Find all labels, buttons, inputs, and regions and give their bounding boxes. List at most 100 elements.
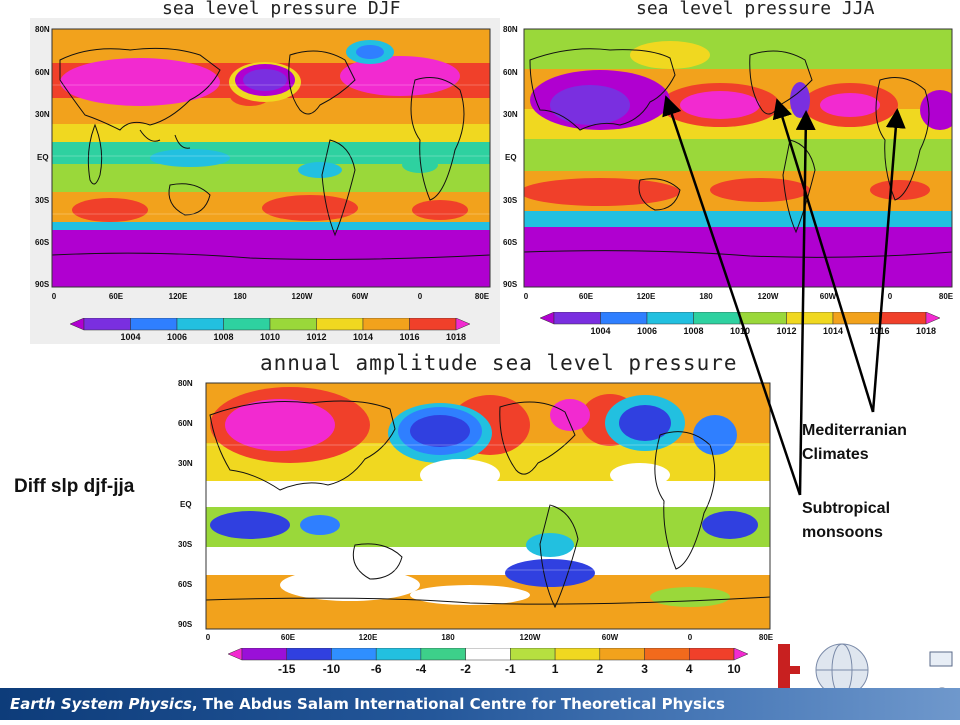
annual-map-panel: annual amplitude sea level pressure <box>170 345 790 685</box>
annual-lat-80n: 80N <box>178 379 193 388</box>
annual-lon-0: 0 <box>205 633 211 642</box>
colorbar-swatch <box>879 312 927 325</box>
colorbar-swatch <box>554 648 601 661</box>
colorbar-tick-label: -4 <box>416 662 427 676</box>
colorbar-swatch <box>599 648 645 661</box>
colorbar-swatch <box>286 648 332 661</box>
colorbar-swatch <box>420 648 466 661</box>
colorbar-tick-label: 1004 <box>120 332 140 342</box>
colorbar-tick-label: 1014 <box>353 332 373 342</box>
footer-text: Earth System Physics, The Abdus Salam In… <box>10 695 725 713</box>
subtropical-label-line2: monsoons <box>802 524 883 541</box>
jja-lon-80e: 80E <box>938 292 954 301</box>
colorbar-swatch <box>362 318 410 331</box>
jja-lon-0b: 0 <box>887 292 893 301</box>
djf-lat-90s: 90S <box>35 280 50 289</box>
djf-lon-0b: 0 <box>417 292 423 301</box>
colorbar-tick-label: 1012 <box>306 332 326 342</box>
jja-lat-80n: 80N <box>503 25 518 34</box>
jja-lon-120e: 120E <box>636 292 656 301</box>
colorbar-swatch <box>241 648 287 661</box>
colorbar-tick-label: 1004 <box>590 326 610 336</box>
djf-lat-60s: 60S <box>35 238 50 247</box>
colorbar-swatch <box>409 318 457 331</box>
colorbar-tick-label: 1010 <box>730 326 750 336</box>
djf-lon-60e: 60E <box>108 292 124 301</box>
jja-map-panel: sea level pressure JJA <box>500 0 960 345</box>
jja-pressure-colorbar: 100410061008101010121014101610181020 <box>540 312 940 336</box>
colorbar-swatch <box>510 648 556 661</box>
annual-lon-60e: 60E <box>280 633 296 642</box>
djf-map <box>30 18 500 344</box>
colorbar-swatch <box>316 318 364 331</box>
colorbar-tick-label: 4 <box>686 662 693 676</box>
annual-lon-120e: 120E <box>358 633 378 642</box>
colorbar-swatch <box>375 648 422 661</box>
amplitude-colorbar: -15-10-6-4-2-112341015 <box>228 648 748 676</box>
colorbar-swatch <box>176 318 224 331</box>
jja-lon-120w: 120W <box>757 292 779 301</box>
colorbar-tick-label: 1 <box>552 662 559 676</box>
colorbar-tick-label: 1018 <box>916 326 936 336</box>
djf-lon-0: 0 <box>51 292 57 301</box>
colorbar-tick-label: 1016 <box>869 326 889 336</box>
colorbar-swatch <box>83 318 131 331</box>
colorbar-swatch <box>739 312 787 325</box>
jja-lon-0: 0 <box>523 292 529 301</box>
colorbar-swatch <box>689 648 735 661</box>
colorbar-tick-label: 1016 <box>399 332 419 342</box>
colorbar-swatch <box>832 312 880 325</box>
colorbar-tick-label: 1012 <box>776 326 796 336</box>
djf-map-panel: sea level pressure DJF <box>0 0 500 345</box>
jja-lat-30n: 30N <box>503 110 518 119</box>
djf-lat-30s: 30S <box>35 196 50 205</box>
colorbar-tick-label: 1010 <box>260 332 280 342</box>
colorbar-right-arrow <box>925 312 940 325</box>
colorbar-swatch <box>644 648 690 661</box>
colorbar-tick-label: 1014 <box>823 326 843 336</box>
colorbar-tick-label: 2 <box>596 662 603 676</box>
colorbar-right-arrow <box>455 318 470 331</box>
annual-lat-60s: 60S <box>178 580 193 589</box>
colorbar-left-arrow <box>70 318 85 331</box>
mediterranean-label-line2: Climates <box>802 446 869 463</box>
colorbar-left-arrow <box>540 312 555 325</box>
colorbar-tick-label: 3 <box>641 662 648 676</box>
footer-bar: Earth System Physics, The Abdus Salam In… <box>0 688 960 720</box>
colorbar-tick-label: 1018 <box>446 332 466 342</box>
jja-lat-90s: 90S <box>503 280 518 289</box>
annual-lat-30n: 30N <box>178 459 193 468</box>
footer-italic: Earth System Physics <box>10 695 192 713</box>
colorbar-swatch <box>223 318 271 331</box>
annual-lon-180: 180 <box>441 633 455 642</box>
djf-lon-60w: 60W <box>351 292 369 301</box>
mediterranean-label-line1: Mediterranian <box>802 422 907 439</box>
colorbar-swatch <box>553 312 601 325</box>
jja-lat-60n: 60N <box>503 68 518 77</box>
djf-lon-120w: 120W <box>291 292 313 301</box>
annual-lon-0b: 0 <box>687 633 693 642</box>
colorbar-swatch <box>130 318 178 331</box>
djf-pressure-colorbar: 100410061008101010121014101610181020 <box>70 318 470 342</box>
colorbar-tick-label: -2 <box>460 662 471 676</box>
djf-lat-60n: 60N <box>35 68 50 77</box>
colorbar-swatch <box>600 312 648 325</box>
djf-lon-180: 180 <box>233 292 247 301</box>
djf-lat-80n: 80N <box>35 25 50 34</box>
djf-lon-120e: 120E <box>168 292 188 301</box>
colorbar-tick-label: 1006 <box>167 332 187 342</box>
colorbar-tick-label: -1 <box>505 662 516 676</box>
colorbar-swatch <box>786 312 834 325</box>
colorbar-tick-label: 1008 <box>683 326 703 336</box>
jja-lon-60w: 60W <box>819 292 837 301</box>
jja-lat-30s: 30S <box>503 196 518 205</box>
colorbar-right-arrow <box>733 648 748 661</box>
jja-map-title: sea level pressure JJA <box>636 0 875 19</box>
annual-lon-120w: 120W <box>519 633 541 642</box>
jja-lat-60s: 60S <box>503 238 518 247</box>
colorbar-swatch <box>269 318 317 331</box>
annual-lon-80e: 80E <box>758 633 774 642</box>
annual-lon-60w: 60W <box>601 633 619 642</box>
colorbar-swatch <box>693 312 741 325</box>
colorbar-tick-label: -6 <box>371 662 382 676</box>
